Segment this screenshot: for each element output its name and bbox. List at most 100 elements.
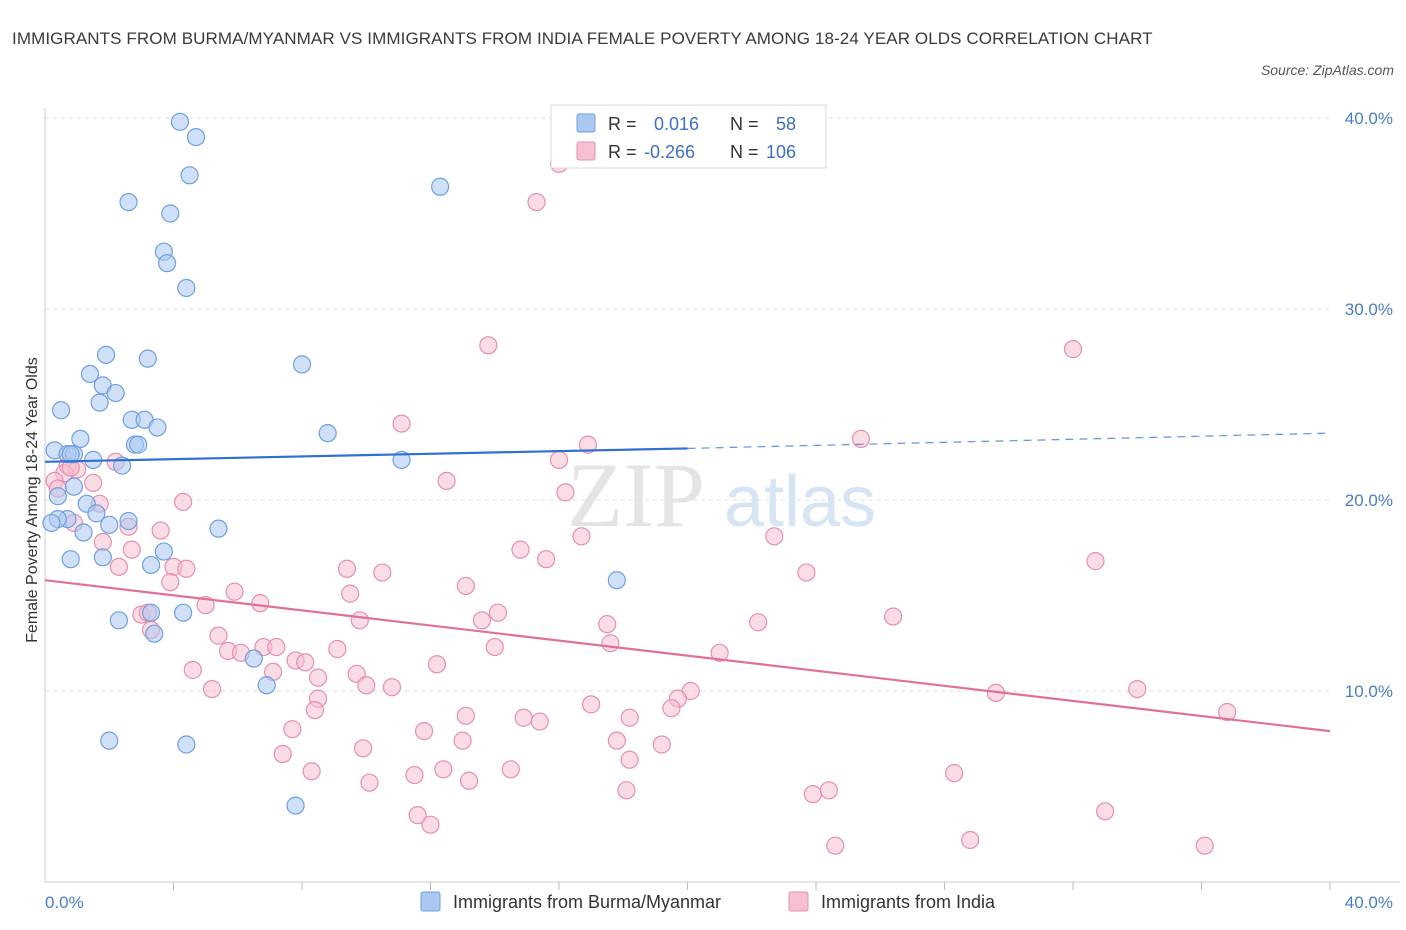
india-point-100	[803, 785, 822, 804]
burma-point-43	[93, 548, 112, 567]
burma-point-8	[431, 177, 450, 196]
india-point-84	[414, 722, 434, 741]
burma-point-10	[138, 349, 157, 368]
india-point-79	[456, 706, 475, 725]
burma-point-0	[170, 112, 190, 131]
burma-point-49	[109, 611, 128, 630]
india-point-4	[392, 414, 411, 433]
india-point-54	[267, 637, 286, 657]
india-point-24	[765, 527, 784, 546]
bottom-legend-swatch-burma	[420, 891, 441, 912]
gridlines	[45, 117, 1330, 692]
india-point-98	[617, 781, 636, 800]
bottom-legend-label-india: Immigrants from India	[821, 892, 996, 912]
india-point-16	[556, 483, 575, 502]
bottom-legend-swatch-india	[788, 891, 809, 912]
india-point-49	[749, 613, 768, 632]
india-point-5	[851, 429, 871, 448]
burma-point-51	[244, 649, 263, 668]
legend-box: R = 0.016 N = 58 R = -0.266 N = 106	[550, 104, 827, 169]
burma-point-15	[90, 393, 109, 412]
india-point-3	[1063, 340, 1083, 359]
y-tick-label-1: 20.0%	[1345, 491, 1393, 510]
india-point-6	[578, 435, 598, 454]
x-tick-label-start: 0.0%	[45, 893, 84, 912]
burma-point-37	[119, 511, 138, 531]
india-point-42	[488, 603, 508, 622]
legend-n-value-india: 106	[766, 142, 796, 162]
india-point-2	[479, 336, 498, 355]
india-point-90	[620, 750, 639, 769]
india-point-75	[582, 695, 601, 714]
india-point-77	[662, 699, 681, 718]
india-point-38	[225, 582, 244, 601]
burma-point-48	[141, 603, 161, 622]
burma-point-23	[129, 435, 148, 454]
india-point-28	[537, 550, 556, 569]
india-point-105	[961, 830, 980, 850]
india-point-1	[527, 192, 546, 212]
burma-point-29	[392, 450, 411, 469]
burma-point-55	[286, 796, 305, 815]
india-point-37	[456, 576, 475, 596]
watermark-atlas: atlas	[724, 462, 876, 542]
burma-point-2	[180, 166, 199, 185]
y-axis-label: Female Poverty Among 18-24 Year Olds	[24, 357, 41, 643]
india-point-32	[177, 559, 196, 578]
india-point-86	[453, 731, 472, 750]
legend-n-label-india: N =	[730, 142, 759, 162]
burma-point-38	[42, 513, 61, 533]
burma-point-12	[80, 364, 100, 384]
india-point-87	[652, 735, 671, 754]
india-point-57	[328, 639, 347, 659]
trend-lines	[44, 432, 1331, 733]
legend-r-value-burma: 0.016	[654, 114, 699, 134]
chart-title: IMMIGRANTS FROM BURMA/MYANMAR VS IMMIGRA…	[12, 29, 1153, 48]
india-point-97	[360, 773, 379, 792]
india-point-27	[511, 540, 530, 559]
india-point-91	[501, 760, 520, 779]
india-point-33	[337, 559, 357, 578]
burma-points	[42, 112, 626, 815]
india-point-65	[308, 668, 328, 687]
india-point-72	[1128, 679, 1147, 699]
india-point-39	[341, 584, 360, 603]
x-tick-label-end: 40.0%	[1345, 893, 1393, 912]
india-point-102	[421, 815, 440, 834]
burma-point-31	[48, 487, 67, 506]
burma-point-14	[106, 383, 125, 403]
india-point-34	[373, 563, 392, 582]
burma-point-4	[161, 204, 180, 223]
y-tick-label-0: 10.0%	[1345, 682, 1393, 701]
india-point-29	[1086, 552, 1105, 571]
india-point-83	[283, 720, 302, 739]
india-point-45	[472, 611, 491, 630]
india-point-40	[251, 594, 270, 613]
burma-point-11	[292, 355, 312, 374]
burma-point-6	[157, 254, 177, 273]
burma-point-52	[257, 676, 276, 695]
india-point-19	[174, 492, 193, 512]
burma-point-50	[145, 624, 164, 643]
india-point-47	[883, 607, 903, 626]
india-point-41	[196, 595, 215, 615]
bottom-legend-label-burma: Immigrants from Burma/Myanmar	[453, 892, 721, 912]
india-point-92	[434, 760, 453, 779]
india-trend-line	[44, 579, 1331, 733]
burma-point-3	[119, 192, 138, 212]
india-point-101	[408, 806, 427, 825]
burma-point-53	[100, 731, 119, 750]
india-point-81	[514, 708, 533, 727]
legend-r-value-india: -0.266	[644, 142, 695, 162]
india-point-48	[598, 615, 617, 634]
india-point-93	[302, 762, 321, 781]
india-point-85	[607, 731, 626, 750]
india-point-14	[84, 473, 103, 492]
watermark-zip: ZIP	[567, 444, 705, 546]
india-point-36	[161, 573, 180, 592]
source-credit: Source: ZipAtlas.com	[1260, 62, 1394, 78]
burma-point-45	[141, 555, 161, 575]
legend-swatch-burma	[576, 113, 596, 133]
india-point-103	[1096, 802, 1115, 821]
india-point-59	[710, 643, 729, 662]
